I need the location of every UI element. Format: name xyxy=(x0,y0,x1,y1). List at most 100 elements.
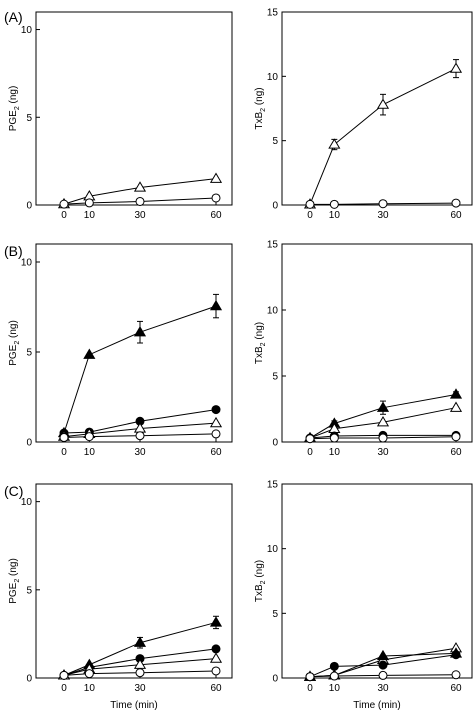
data-point xyxy=(378,670,388,680)
chart-panel: 0 5 10 15 0 10 30 60 TxB2 (ng) xyxy=(254,240,473,458)
data-point xyxy=(305,199,315,209)
series xyxy=(59,666,221,680)
y-tick-label: 10 xyxy=(21,497,33,508)
plot-frame xyxy=(281,243,473,443)
series xyxy=(305,432,461,444)
series-line xyxy=(309,393,457,439)
data-point xyxy=(59,433,69,442)
y-tick-label: 5 xyxy=(26,585,32,596)
data-point xyxy=(376,416,390,427)
data-point xyxy=(59,670,69,680)
x-tick-label: 30 xyxy=(134,683,146,694)
data-point xyxy=(209,416,223,428)
series-line xyxy=(63,621,217,676)
series-line xyxy=(63,197,217,205)
y-tick-label: 0 xyxy=(26,201,32,212)
chart-panel: 0 5 10 15 0 10 30 60 TxB2 (ng) xyxy=(254,8,473,221)
data-point xyxy=(378,660,388,670)
series xyxy=(57,293,223,438)
data-point xyxy=(209,616,223,627)
y-tick-label: 0 xyxy=(26,674,32,685)
data-point xyxy=(211,666,221,676)
y-tick-label: 15 xyxy=(267,8,279,19)
x-tick-label: 10 xyxy=(329,447,341,458)
data-point xyxy=(451,432,461,442)
data-point xyxy=(133,181,147,192)
data-point xyxy=(211,644,221,654)
x-tick-label: 0 xyxy=(307,683,313,694)
x-tick-label: 60 xyxy=(210,683,222,694)
series-line xyxy=(63,305,217,434)
y-axis-label: PGE2 (ng) xyxy=(8,86,21,132)
x-tick-label: 10 xyxy=(329,210,341,221)
data-point xyxy=(378,199,388,209)
data-point xyxy=(209,299,223,311)
data-point xyxy=(376,401,390,412)
data-point xyxy=(329,661,339,671)
y-tick-label: 5 xyxy=(272,372,278,383)
x-tick-label: 0 xyxy=(61,210,67,221)
series-line xyxy=(309,654,457,678)
series-line xyxy=(309,436,457,440)
data-point xyxy=(209,652,223,663)
data-point xyxy=(135,668,145,678)
x-tick-label: 30 xyxy=(377,683,389,694)
data-point xyxy=(211,405,221,415)
series-line xyxy=(309,674,457,678)
y-tick-label: 5 xyxy=(272,136,278,147)
y-tick-label: 10 xyxy=(267,306,279,317)
series xyxy=(59,429,221,442)
series-line xyxy=(310,202,457,205)
x-tick-label: 10 xyxy=(84,447,96,458)
x-tick-label: 30 xyxy=(377,447,389,458)
data-point xyxy=(449,62,463,73)
x-tick-label: 10 xyxy=(84,683,96,694)
chart-panel: 0 5 10 0 10 30 60 PGE2 (ng) xyxy=(8,243,233,458)
data-point xyxy=(211,193,221,203)
plot-frame xyxy=(35,243,233,443)
x-tick-label: 30 xyxy=(134,210,146,221)
y-tick-label: 10 xyxy=(21,25,33,36)
x-tick-label: 30 xyxy=(134,447,146,458)
series-line xyxy=(63,433,217,438)
data-point xyxy=(211,429,221,439)
data-point xyxy=(209,172,223,183)
y-tick-label: 0 xyxy=(26,438,32,449)
series-line xyxy=(309,68,457,205)
x-tick-label: 30 xyxy=(377,210,389,221)
y-tick-label: 10 xyxy=(267,72,279,83)
x-tick-label: 10 xyxy=(329,683,341,694)
data-point xyxy=(133,636,147,647)
y-tick-label: 0 xyxy=(272,674,278,685)
plot-frame xyxy=(281,11,473,206)
x-tick-label: 60 xyxy=(210,447,222,458)
series xyxy=(59,405,221,438)
chart-panel: 0 5 10 15 0 10 30 60 TxB2 (ng) Time (min) xyxy=(254,480,473,711)
data-point xyxy=(449,401,463,412)
y-tick-label: 10 xyxy=(21,258,33,269)
series-line xyxy=(63,670,217,676)
y-tick-label: 0 xyxy=(272,438,278,449)
series-line xyxy=(63,422,217,438)
data-point xyxy=(133,422,147,433)
y-axis-label: PGE2 (ng) xyxy=(8,558,21,604)
x-tick-label: 60 xyxy=(210,210,222,221)
y-tick-label: 15 xyxy=(267,480,279,491)
data-point xyxy=(135,196,145,206)
data-point xyxy=(84,669,94,679)
data-point xyxy=(135,431,145,441)
data-point xyxy=(451,670,461,680)
y-tick-label: 5 xyxy=(272,609,278,620)
data-point xyxy=(84,432,94,442)
panel-letter: (C) xyxy=(4,483,23,499)
plot-frame xyxy=(35,11,233,206)
y-axis-label: TxB2 (ng) xyxy=(254,87,267,129)
data-point xyxy=(376,98,390,109)
data-point xyxy=(305,434,315,444)
x-tick-label: 10 xyxy=(84,210,96,221)
x-tick-label: 0 xyxy=(307,447,313,458)
x-tick-label: 0 xyxy=(61,447,67,458)
panels: (A) (B) (C) 0 5 10 0 10 30 60 PGE2 (ng) 0 5 10 15 0 10 30… xyxy=(4,8,473,711)
data-point xyxy=(451,198,461,208)
data-point xyxy=(329,671,339,681)
